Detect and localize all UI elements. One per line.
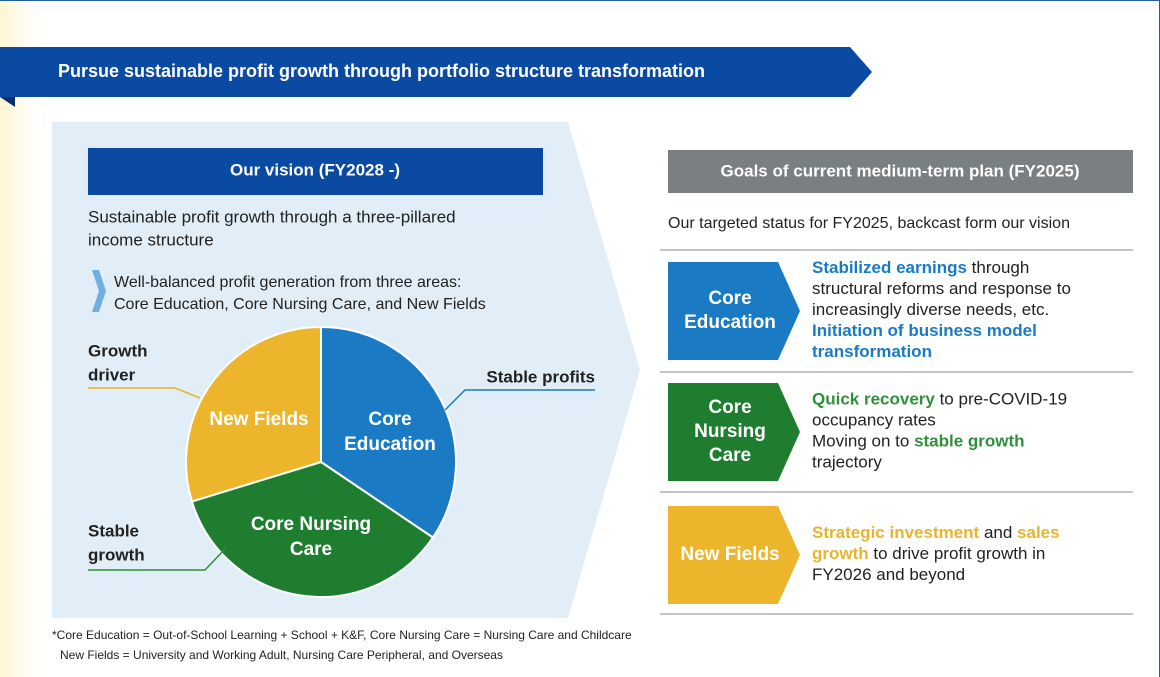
goal-text: Moving on to stable growth bbox=[812, 432, 1025, 451]
goal-text-segment: to pre-COVID-19 bbox=[935, 390, 1067, 409]
goal-text-segment: through bbox=[967, 258, 1029, 277]
banner bbox=[0, 47, 872, 97]
goal-text: increasingly diverse needs, etc. bbox=[812, 300, 1049, 319]
pie-slice bbox=[320, 325, 457, 539]
edge bbox=[0, 0, 40, 677]
goal-tag bbox=[668, 262, 800, 360]
goal-tag-text: New Fields bbox=[680, 544, 779, 565]
goal-text-segment: growth bbox=[812, 544, 869, 563]
banner-text: Pursue sustainable profit growth through… bbox=[58, 61, 705, 81]
slice-label: Core bbox=[368, 409, 411, 430]
goal-tag-text: Education bbox=[684, 312, 776, 333]
goal-text: Stabilized earnings through bbox=[812, 258, 1029, 277]
goal-text-segment: Initiation of business model bbox=[812, 321, 1037, 340]
goal-text-segment: trajectory bbox=[812, 453, 882, 472]
goal-text: growth to drive profit growth in bbox=[812, 544, 1045, 563]
goal-text: trajectory bbox=[812, 453, 882, 472]
callout: growth bbox=[88, 545, 145, 564]
goal-text-segment: structural reforms and response to bbox=[812, 279, 1071, 298]
callout: Stable profits bbox=[486, 367, 595, 386]
callout-line bbox=[88, 547, 227, 571]
goals-header bbox=[668, 150, 1133, 193]
goal-text-segment: Stabilized earnings bbox=[812, 258, 967, 277]
vision-header bbox=[88, 148, 543, 195]
goal-tag-text: Nursing bbox=[694, 421, 766, 442]
goal-text-segment: Moving on to bbox=[812, 432, 914, 451]
goal-text-segment: sales bbox=[1017, 523, 1060, 542]
goal-text-segment: increasingly diverse needs, etc. bbox=[812, 300, 1049, 319]
goal-text: FY2026 and beyond bbox=[812, 565, 965, 584]
slice-label: Care bbox=[290, 539, 332, 560]
vision-text: income structure bbox=[88, 230, 214, 249]
goal-text: transformation bbox=[812, 342, 932, 361]
callout-line bbox=[444, 389, 595, 411]
vision-header-text: Our vision (FY2028 -) bbox=[230, 160, 400, 179]
pie bbox=[185, 325, 457, 598]
bullet-text: Well-balanced profit generation from thr… bbox=[114, 274, 461, 291]
goal-text: Quick recovery to pre-COVID-19 bbox=[812, 390, 1067, 409]
goal-text: Initiation of business model bbox=[812, 321, 1037, 340]
goal-text-segment: FY2026 and beyond bbox=[812, 565, 965, 584]
goals: Core Education Stabilized earnings through… bbox=[660, 249, 1133, 615]
footnote: New Fields = University and Working Adul… bbox=[60, 648, 503, 662]
callout-line bbox=[88, 387, 201, 399]
goal-text-segment: Quick recovery bbox=[812, 390, 935, 409]
bullet-icon bbox=[92, 270, 106, 312]
goal-tag-text: Core bbox=[708, 288, 751, 309]
goal-tag-text: Care bbox=[709, 445, 751, 466]
goal-text-segment: occupancy rates bbox=[812, 411, 936, 430]
goal-text-segment: to drive profit growth in bbox=[869, 544, 1046, 563]
banner-fold bbox=[0, 97, 15, 107]
callout: driver bbox=[88, 365, 136, 384]
goals-header-text: Goals of current medium-term plan (FY202… bbox=[721, 161, 1080, 180]
slice-label: Education bbox=[344, 434, 436, 455]
footnote: *Core Education = Out-of-School Learning… bbox=[52, 628, 632, 642]
pie-slice bbox=[185, 325, 322, 503]
callout: Stable bbox=[88, 521, 139, 540]
goal-tag bbox=[668, 383, 800, 481]
goal-tag-text: Core bbox=[708, 397, 751, 418]
slice-label: New Fields bbox=[209, 409, 308, 430]
goals-subtitle: Our targeted status for FY2025, backcast… bbox=[668, 215, 1070, 232]
vision-text: Sustainable profit growth through a thre… bbox=[88, 207, 456, 226]
callout: Growth bbox=[88, 341, 148, 360]
goal-text-segment: and bbox=[979, 523, 1017, 542]
goal-tag bbox=[668, 506, 800, 604]
goal-text-segment: Strategic investment bbox=[812, 523, 980, 542]
goal-text: structural reforms and response to bbox=[812, 279, 1071, 298]
slice-label: Core Nursing bbox=[251, 514, 371, 535]
goal-text: occupancy rates bbox=[812, 411, 936, 430]
goal-text: Strategic investment and sales bbox=[812, 523, 1060, 542]
goal-text-segment: stable growth bbox=[914, 432, 1025, 451]
bullet-text: Core Education, Core Nursing Care, and N… bbox=[114, 296, 486, 313]
pie-slice bbox=[190, 460, 435, 598]
goal-text-segment: transformation bbox=[812, 342, 932, 361]
